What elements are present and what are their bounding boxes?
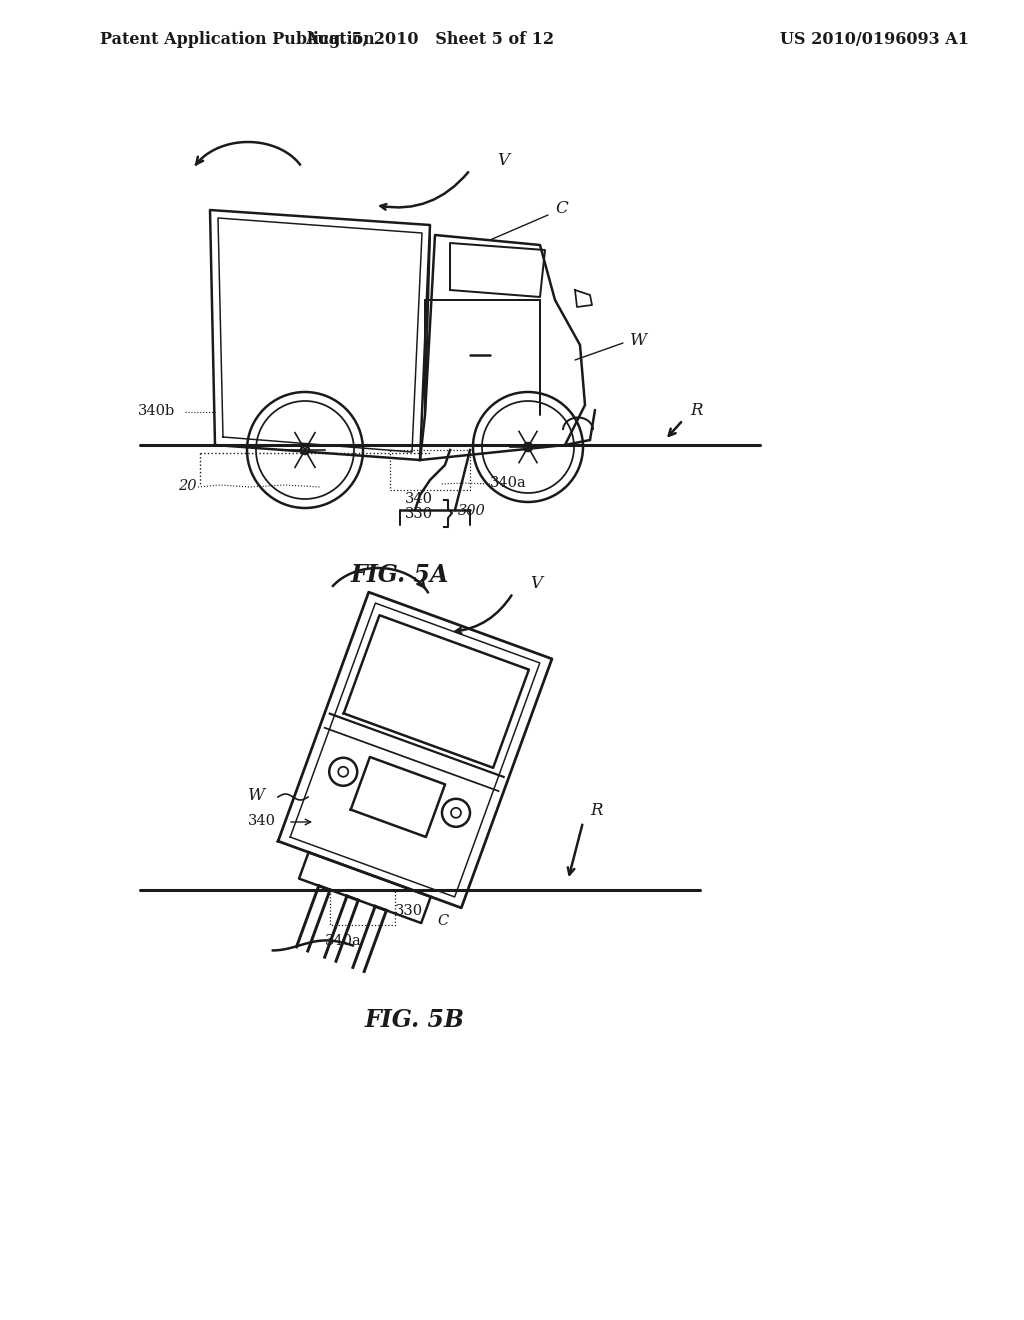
Text: FIG. 5B: FIG. 5B bbox=[365, 1008, 465, 1032]
Text: 340: 340 bbox=[406, 492, 433, 506]
Text: 340a: 340a bbox=[325, 935, 361, 948]
Text: V: V bbox=[497, 152, 509, 169]
Text: 340a: 340a bbox=[490, 477, 526, 490]
Text: 340b: 340b bbox=[138, 404, 175, 418]
Text: R: R bbox=[590, 803, 602, 818]
Text: US 2010/0196093 A1: US 2010/0196093 A1 bbox=[780, 32, 969, 49]
Text: W: W bbox=[630, 333, 647, 348]
Text: FIG. 5A: FIG. 5A bbox=[351, 564, 450, 587]
Text: V: V bbox=[530, 576, 542, 591]
Text: 330: 330 bbox=[395, 904, 423, 917]
Text: C: C bbox=[437, 913, 449, 928]
Text: Patent Application Publication: Patent Application Publication bbox=[100, 32, 375, 49]
Text: 300: 300 bbox=[458, 504, 485, 517]
Text: R: R bbox=[690, 403, 702, 418]
Text: Aug. 5, 2010   Sheet 5 of 12: Aug. 5, 2010 Sheet 5 of 12 bbox=[305, 32, 555, 49]
Text: C: C bbox=[555, 201, 567, 216]
Text: 20: 20 bbox=[178, 479, 197, 492]
Text: W: W bbox=[248, 787, 265, 804]
Text: 330: 330 bbox=[406, 507, 433, 521]
Text: 340: 340 bbox=[248, 814, 276, 828]
